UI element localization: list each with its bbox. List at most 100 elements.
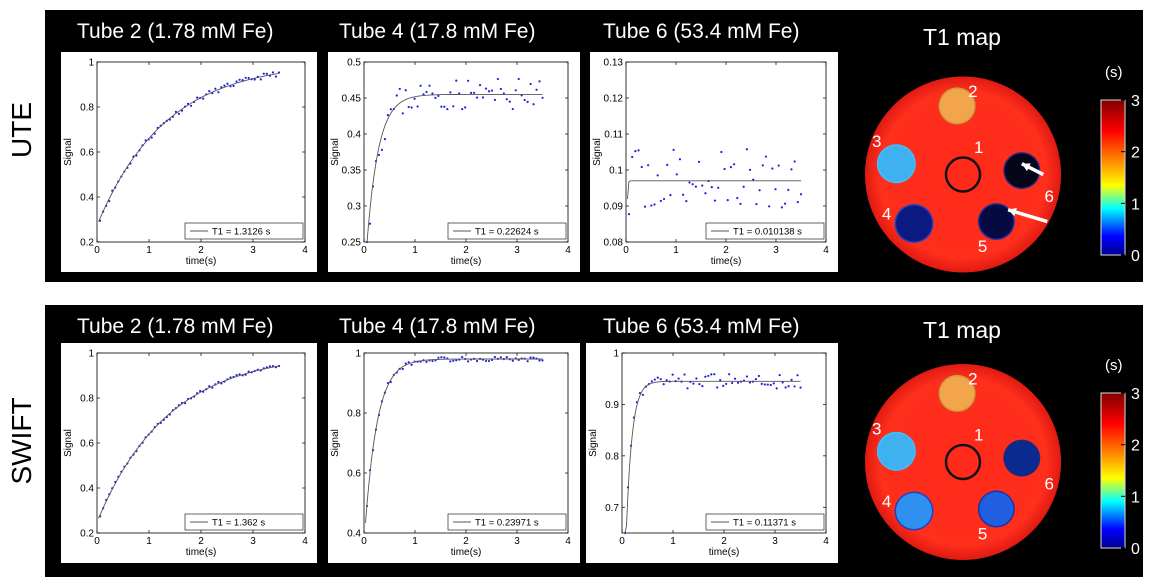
y-axis-label: Signal — [330, 429, 341, 457]
data-point — [368, 222, 372, 225]
data-point — [726, 199, 729, 202]
y-tick-label: 0.8 — [80, 394, 94, 405]
data-point — [671, 373, 674, 376]
x-tick-label: 3 — [773, 245, 779, 256]
x-tick-label: 4 — [823, 245, 829, 256]
ute-plot1-title: Tube 2 (1.78 mM Fe) — [77, 20, 274, 43]
y-tick-label: 1 — [88, 58, 94, 69]
data-point — [777, 164, 780, 167]
y-tick-label: 0.09 — [604, 202, 624, 213]
data-point — [235, 80, 238, 83]
data-point — [772, 382, 775, 385]
data-point — [223, 84, 226, 87]
data-point — [449, 360, 452, 363]
data-point — [719, 378, 722, 382]
data-point — [244, 76, 247, 79]
data-point — [666, 163, 669, 166]
row-label-swift: SWIFT — [6, 397, 37, 485]
y-tick-label: 0.4 — [80, 484, 94, 495]
y-axis-label: Signal — [588, 429, 599, 457]
data-point — [783, 202, 787, 205]
data-point — [422, 93, 425, 96]
plot-axes-box — [96, 352, 306, 534]
data-point — [728, 373, 731, 376]
x-tick-label: 3 — [514, 536, 520, 547]
data-point — [787, 385, 790, 388]
swift-plot1-title: Tube 2 (1.78 mM Fe) — [77, 315, 274, 338]
data-point — [461, 355, 464, 359]
legend-label: T1 = 1.362 s — [212, 518, 265, 529]
data-point — [733, 377, 737, 380]
data-point — [627, 213, 631, 216]
data-point — [259, 78, 262, 81]
x-tick-label: 3 — [772, 536, 778, 547]
data-point — [238, 373, 241, 376]
data-point — [707, 374, 710, 378]
data-point — [672, 148, 675, 151]
data-point — [698, 383, 701, 386]
y-tick-label: 0.13 — [604, 58, 624, 69]
y-tick-label: 0.9 — [605, 400, 619, 411]
data-point — [437, 356, 440, 359]
data-point — [713, 373, 716, 376]
data-point — [211, 386, 214, 389]
colorbar-tick-label: 1 — [1131, 489, 1140, 506]
tube-number-3: 3 — [872, 132, 881, 151]
arrow-head — [1021, 163, 1031, 172]
x-tick-label: 1 — [670, 536, 676, 547]
data-point — [766, 383, 769, 386]
data-point — [541, 359, 544, 362]
data-point — [449, 91, 452, 94]
data-point — [526, 100, 529, 104]
data-point — [180, 109, 184, 112]
y-tick-label: 0.8 — [80, 103, 94, 114]
data-point — [745, 375, 749, 378]
ute-map-title: T1 map — [923, 24, 1001, 50]
y-tick-label: 0.3 — [347, 202, 361, 213]
data-point — [493, 355, 497, 359]
data-point — [704, 375, 707, 378]
data-point — [769, 383, 772, 387]
data-point — [514, 89, 517, 92]
x-tick-label: 2 — [463, 245, 469, 256]
y-tick-label: 0.8 — [605, 451, 619, 462]
ute-t1-map: 1 2 3 4 5 6 — [865, 76, 1061, 273]
x-tick-label: 4 — [302, 536, 308, 547]
tube-6 — [1004, 153, 1039, 188]
x-axis-label: time(s) — [186, 256, 217, 267]
data-point — [736, 196, 739, 200]
x-axis-label: time(s) — [451, 256, 482, 267]
plot-axes-box — [363, 352, 569, 534]
x-tick-label: 4 — [302, 245, 308, 256]
data-point — [431, 359, 434, 363]
data-point — [781, 381, 784, 384]
data-point — [443, 105, 446, 108]
x-tick-label: 0 — [94, 536, 100, 547]
data-point — [383, 138, 387, 141]
data-point — [650, 204, 653, 207]
data-point — [701, 184, 704, 187]
colorbar-tick-label: 0 — [1131, 541, 1140, 558]
data-point — [499, 87, 502, 91]
swift-plot3-title: Tube 6 (53.4 mM Fe) — [603, 315, 800, 338]
swift-plot2-title: Tube 4 (17.8 mM Fe) — [339, 315, 536, 338]
data-point — [716, 386, 719, 389]
data-point — [177, 112, 181, 115]
data-point — [425, 360, 428, 364]
data-point — [695, 377, 698, 380]
tube-5 — [979, 492, 1014, 527]
arrow-head — [1008, 207, 1017, 217]
data-point — [455, 79, 458, 82]
tube-4 — [896, 205, 932, 242]
data-point — [274, 75, 278, 78]
data-point — [467, 79, 470, 82]
data-point — [440, 356, 443, 359]
data-point — [710, 373, 713, 376]
data-point — [208, 385, 211, 388]
x-tick-label: 0 — [361, 245, 367, 256]
data-point — [720, 150, 723, 154]
tube-3 — [878, 145, 915, 182]
data-point — [484, 87, 488, 90]
ute-panel: Tube 2 (1.78 mM Fe) Tube 4 (17.8 mM Fe) … — [45, 10, 1143, 282]
y-axis-label: Signal — [330, 138, 341, 166]
